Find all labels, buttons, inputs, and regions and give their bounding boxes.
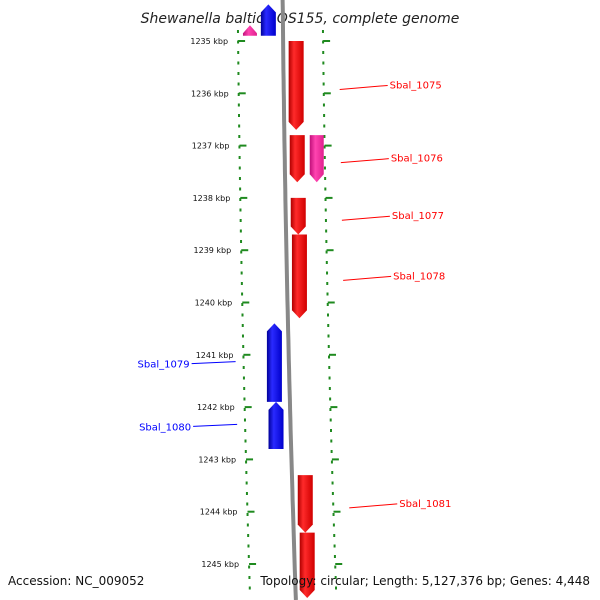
position-tick-label: 1236 kbp: [191, 89, 229, 98]
gene-arrow[interactable]: [299, 532, 315, 598]
gene-label[interactable]: Sbal_1080: [139, 422, 191, 433]
gene-arrow-sbal_1079[interactable]: [266, 323, 282, 402]
position-tick-label: 1237 kbp: [192, 142, 230, 151]
label-leader-line: [341, 215, 390, 221]
accession-label: Accession: NC_009052: [8, 574, 145, 588]
gene-label[interactable]: Sbal_1078: [393, 271, 445, 282]
gene-arrow-sbal_1075[interactable]: [288, 41, 304, 130]
label-leader-line: [191, 361, 236, 365]
position-tick-label: 1241 kbp: [196, 351, 234, 360]
position-tick-label: 1245 kbp: [201, 560, 239, 569]
topology-label: Topology: circular; Length: 5,127,376 bp…: [260, 574, 590, 588]
left-tick-ring: [236, 30, 257, 590]
gene-features: [242, 4, 324, 598]
position-tick-label: 1239 kbp: [194, 246, 232, 255]
gene-labels: Sbal_1075 Sbal_1076 Sbal_1077 Sbal_1078 Sbal…: [138, 80, 452, 509]
gene-arrow-sbal_1076[interactable]: [289, 135, 305, 183]
genome-backbone: [280, 0, 298, 600]
position-tick-label: 1235 kbp: [190, 37, 228, 46]
gene-label[interactable]: Sbal_1077: [392, 211, 444, 222]
label-leader-line: [343, 275, 392, 281]
gene-label[interactable]: Sbal_1076: [391, 154, 443, 165]
gene-arrow-sbal_1080[interactable]: [268, 401, 284, 449]
gene-arrow-sbal_1081[interactable]: [297, 475, 313, 533]
label-leader-line: [193, 423, 238, 427]
gene-label[interactable]: Sbal_1075: [390, 80, 442, 91]
right-tick-ring: [321, 30, 343, 590]
position-tick-label: 1244 kbp: [200, 508, 238, 517]
gene-arrow-sbal_1078[interactable]: [291, 234, 307, 319]
backbone-line: [280, 0, 298, 600]
label-leader-line: [339, 84, 388, 90]
position-labels: 1235 kbp 1236 kbp 1237 kbp 1238 kbp 1239 kbp…: [190, 37, 239, 569]
position-tick-label: 1240 kbp: [195, 299, 233, 308]
genome-title: Shewanella baltica OS155, complete genom…: [141, 11, 460, 27]
gene-arrow[interactable]: [242, 25, 257, 36]
position-tick-label: 1238 kbp: [193, 194, 231, 203]
gene-arrow[interactable]: [260, 4, 276, 36]
gene-label[interactable]: Sbal_1081: [399, 499, 451, 510]
label-leader-line: [349, 503, 398, 509]
gene-arrow-sbal_1077[interactable]: [290, 197, 306, 235]
gene-label[interactable]: Sbal_1079: [138, 360, 190, 371]
gene-arrow[interactable]: [309, 135, 324, 183]
position-tick-label: 1242 kbp: [197, 403, 235, 412]
label-leader-line: [340, 158, 389, 164]
position-tick-label: 1243 kbp: [198, 455, 236, 464]
